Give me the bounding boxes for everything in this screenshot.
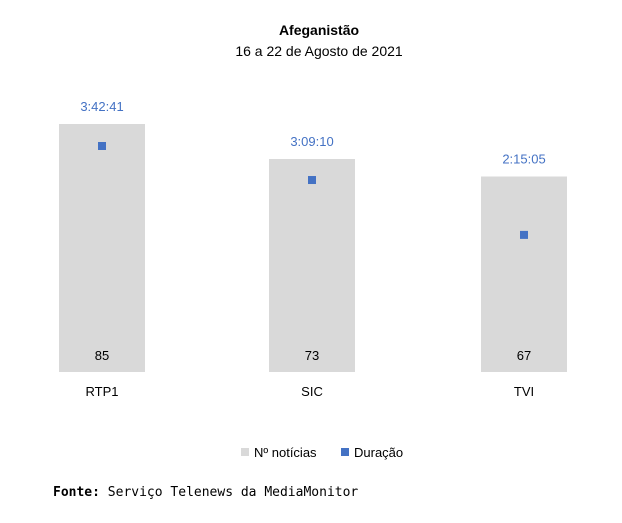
legend-label-duration: Duração <box>354 445 403 460</box>
bar-tvi <box>481 176 567 372</box>
source-label: Fonte: <box>53 485 100 500</box>
legend-swatch-bars <box>241 448 249 456</box>
category-label: RTP1 <box>86 384 119 399</box>
category-label: SIC <box>301 384 323 399</box>
bar-value-label: 73 <box>305 348 319 363</box>
legend-label-bars: Nº notícias <box>254 445 317 460</box>
duration-label: 3:42:41 <box>80 99 123 114</box>
source-text: Serviço Telenews da MediaMonitor <box>107 485 359 500</box>
chart-subtitle: 16 a 22 de Agosto de 2021 <box>235 43 403 59</box>
chart-title: Afeganistão <box>279 22 359 38</box>
bar-sic <box>269 159 355 372</box>
legend: Nº notícias Duração <box>241 445 403 460</box>
chart-marks: 85 3:42:41 RTP1 73 3:09:10 SIC 67 2:15:05 TVI <box>59 99 567 399</box>
category-label: TVI <box>514 384 534 399</box>
duration-point-sic <box>308 176 316 185</box>
duration-point-rtp1 <box>98 142 106 150</box>
legend-swatch-duration <box>341 448 349 456</box>
duration-label: 3:09:10 <box>290 134 333 149</box>
bar-value-label: 67 <box>517 348 531 363</box>
bar-value-label: 85 <box>95 348 109 363</box>
bar-rtp1 <box>59 124 145 372</box>
duration-point-tvi <box>520 230 528 239</box>
duration-label: 2:15:05 <box>502 152 545 167</box>
source-note: Fonte: Serviço Telenews da MediaMonitor <box>53 485 358 500</box>
